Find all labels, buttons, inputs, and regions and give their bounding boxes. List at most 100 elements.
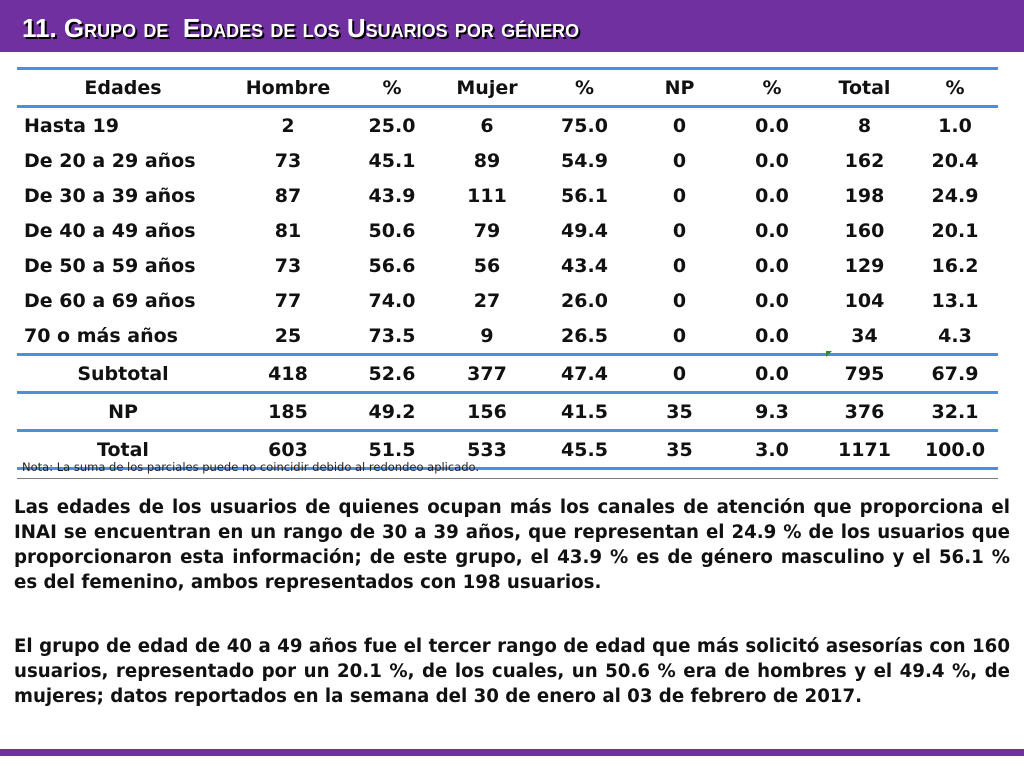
table-cell: 51.5 <box>347 429 437 470</box>
table-cell: 0.0 <box>755 254 789 277</box>
row-label: 70 o más años <box>24 324 178 347</box>
row-label: De 20 a 29 años <box>24 149 196 172</box>
table-row: Hasta 19 2 25.0 6 75.0 0 0.0 8 1.0 <box>17 107 998 144</box>
title-bar: 11. Grupo de Edades de los Usuarios por … <box>0 0 1024 52</box>
table-cell: 0 <box>672 254 687 277</box>
table-body: Hasta 19 2 25.0 6 75.0 0 0.0 8 1.0 De 20 a 29 año… <box>17 107 998 470</box>
table-cell: 9.3 <box>727 391 817 431</box>
table-cell: 35 <box>632 429 727 470</box>
table-row: 70 o más años 25 73.5 9 26.5 0 0.0 34 4.3 <box>17 318 998 355</box>
table-cell: 54.9 <box>561 149 608 172</box>
table-cell: 26.5 <box>561 324 608 347</box>
table-cell: 16.2 <box>931 254 979 277</box>
table-cell: 24.9 <box>931 184 979 207</box>
table-cell: 73.5 <box>368 324 416 347</box>
table-row: De 50 a 59 años 73 56.6 56 43.4 0 0.0 129 16.2 <box>17 248 998 283</box>
table-cell: 35 <box>632 391 727 431</box>
table-cell: 77 <box>274 289 302 312</box>
summary-row: Total 603 51.5 533 45.5 35 3.0 1171 100.0 <box>17 429 998 470</box>
note-divider <box>17 478 998 479</box>
table-cell: 100.0 <box>912 429 998 470</box>
table-cell: 603 <box>229 429 347 470</box>
table-cell: 111 <box>467 184 507 207</box>
table-cell: 56 <box>473 254 501 277</box>
summary-row: Subtotal 418 52.6 377 47.4 0 0.0 795 67.9 <box>17 353 998 393</box>
summary-row: NP 185 49.2 156 41.5 35 9.3 376 32.1 <box>17 391 998 431</box>
table-cell: 81 <box>274 219 302 242</box>
table-cell: 3.0 <box>727 429 817 470</box>
table-cell: 156 <box>437 391 537 431</box>
table-cell: 67.9 <box>912 353 998 393</box>
table-row: De 60 a 69 años 77 74.0 27 26.0 0 0.0 104 13.1 <box>17 283 998 318</box>
table-cell: 25 <box>274 324 302 347</box>
table-cell: 185 <box>229 391 347 431</box>
table-cell: 52.6 <box>347 353 437 393</box>
table-cell: 4.3 <box>938 324 972 347</box>
table-cell: 0.0 <box>755 219 789 242</box>
table-cell: 8 <box>857 114 872 137</box>
table-cell: 89 <box>473 149 501 172</box>
table-cell: 25.0 <box>368 114 416 137</box>
table-cell: 43.9 <box>368 184 416 207</box>
row-label: Hasta 19 <box>24 114 119 137</box>
table-cell: 27 <box>473 289 501 312</box>
table-cell: 26.0 <box>561 289 608 312</box>
table-cell: 20.1 <box>931 219 979 242</box>
table-cell: 533 <box>437 429 537 470</box>
table-cell: 49.4 <box>561 219 608 242</box>
column-header: % <box>537 67 632 108</box>
table-cell: 20.4 <box>931 149 979 172</box>
table-row: De 30 a 39 años 87 43.9 111 56.1 0 0.0 198 24.9 <box>17 178 998 213</box>
column-header: % <box>347 67 437 108</box>
table-cell: 45.1 <box>368 149 416 172</box>
table-cell: 9 <box>480 324 494 347</box>
slide-title: 11. Grupo de Edades de los Usuarios por … <box>22 13 580 43</box>
table-cell: 0 <box>672 219 687 242</box>
table-cell: 87 <box>274 184 302 207</box>
row-label: Subtotal <box>17 353 229 393</box>
table-cell: 0.0 <box>755 184 789 207</box>
table-cell: 43.4 <box>561 254 608 277</box>
row-label: Total <box>17 429 229 470</box>
table-cell: 32.1 <box>912 391 998 431</box>
row-label: De 60 a 69 años <box>24 289 196 312</box>
table-cell: 49.2 <box>347 391 437 431</box>
age-gender-table: Edades Hombre% Mujer% NP% Total% Hasta 19 2 25… <box>17 67 998 470</box>
table-row: De 20 a 29 años 73 45.1 89 54.9 0 0.0 162 20.4 <box>17 143 998 178</box>
table-cell: 160 <box>844 219 885 242</box>
row-label: De 40 a 49 años <box>24 219 196 242</box>
table-cell: 6 <box>480 114 494 137</box>
table-cell: 50.6 <box>368 219 416 242</box>
table-cell: 0.0 <box>755 324 789 347</box>
table-cell: 75.0 <box>561 114 608 137</box>
table-cell: 0.0 <box>755 114 789 137</box>
table-header: Edades Hombre% Mujer% NP% Total% <box>17 67 998 108</box>
table-cell: 1.0 <box>938 114 972 137</box>
table-cell: 0 <box>672 114 687 137</box>
age-gender-table-container: Edades Hombre% Mujer% NP% Total% Hasta 19 2 25… <box>17 67 998 470</box>
table-cell: 45.5 <box>537 429 632 470</box>
table-cell: 56.1 <box>561 184 608 207</box>
column-header: Mujer <box>437 67 537 108</box>
table-cell: 74.0 <box>368 289 416 312</box>
table-cell: 198 <box>844 184 885 207</box>
bottom-bar <box>0 749 1024 756</box>
table-cell: 0 <box>672 149 687 172</box>
table-cell: 56.6 <box>368 254 416 277</box>
green-tick-mark <box>826 351 832 357</box>
table-cell: 377 <box>437 353 537 393</box>
table-cell: 13.1 <box>931 289 979 312</box>
table-cell: 0 <box>672 324 687 347</box>
column-header: Total <box>817 67 912 108</box>
table-cell: 376 <box>817 391 912 431</box>
table-header-row: Edades Hombre% Mujer% NP% Total% <box>17 67 998 108</box>
column-header: Hombre <box>229 67 347 108</box>
paragraph-2: El grupo de edad de 40 a 49 años fue el … <box>14 636 1010 707</box>
row-label: De 30 a 39 años <box>24 184 196 207</box>
table-cell: 0 <box>672 289 687 312</box>
table-cell: 0.0 <box>727 353 817 393</box>
column-header: % <box>727 67 817 108</box>
table-cell: 104 <box>844 289 885 312</box>
table-cell: 34 <box>851 324 878 347</box>
paragraph-1: Las edades de los usuarios de quienes oc… <box>14 497 1010 593</box>
